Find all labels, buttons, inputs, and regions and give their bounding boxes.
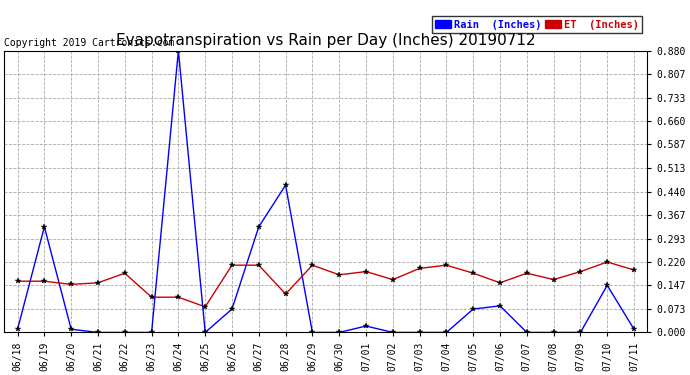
Text: Copyright 2019 Cartronics.com: Copyright 2019 Cartronics.com xyxy=(4,38,175,48)
Legend: Rain  (Inches), ET  (Inches): Rain (Inches), ET (Inches) xyxy=(432,16,642,33)
Title: Evapotranspiration vs Rain per Day (Inches) 20190712: Evapotranspiration vs Rain per Day (Inch… xyxy=(116,33,535,48)
